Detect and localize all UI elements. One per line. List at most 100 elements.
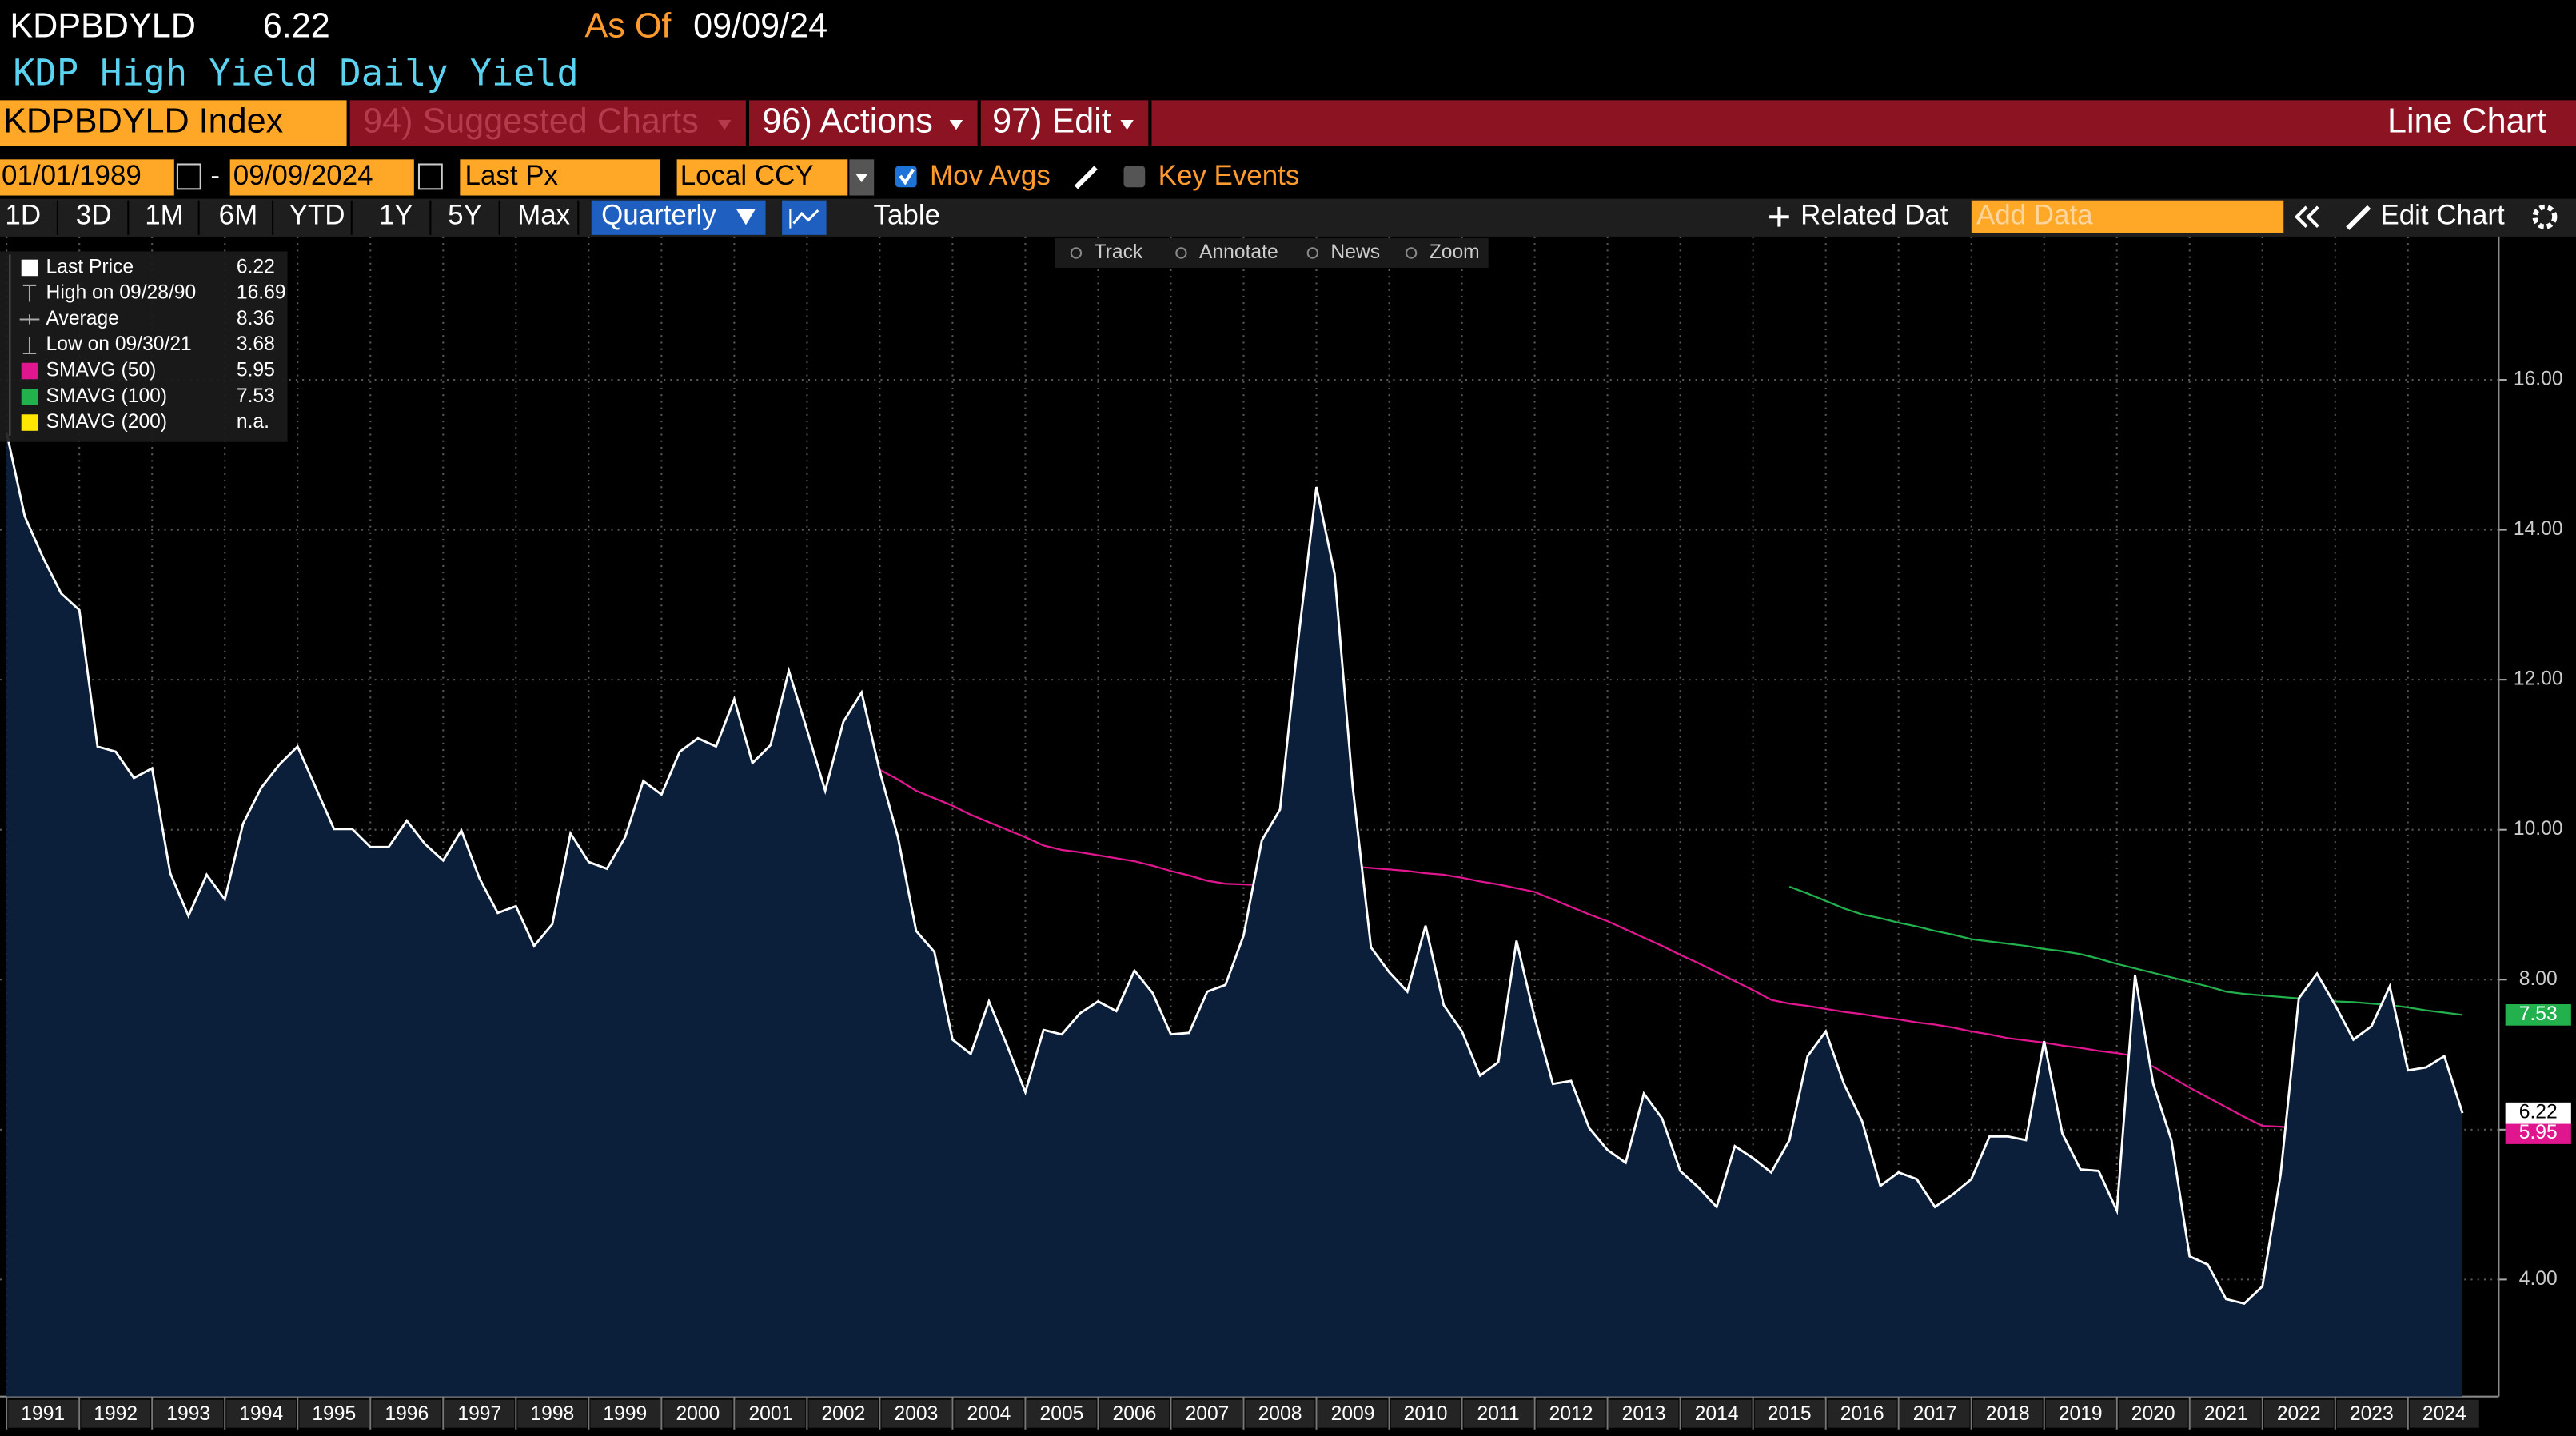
y-tick-label: 12.00 xyxy=(2514,668,2563,690)
plot-area xyxy=(5,432,2464,1397)
legend-label: SMAVG (50) xyxy=(46,360,157,381)
period-button[interactable]: 6M xyxy=(219,199,258,230)
start-date[interactable]: 01/01/1989 xyxy=(2,160,142,191)
x-tick-cell xyxy=(954,1399,1024,1428)
x-tick-cell xyxy=(1609,1399,1679,1428)
x-tick-cell xyxy=(2409,1399,2479,1428)
frequency[interactable]: Quarterly xyxy=(601,199,716,230)
end-date[interactable]: 09/09/2024 xyxy=(233,160,373,191)
x-tick-label: 1997 xyxy=(457,1403,501,1425)
settings-icon[interactable] xyxy=(2532,204,2558,229)
add-data[interactable]: Add Data xyxy=(1976,199,2093,230)
period-button[interactable]: 5Y xyxy=(448,199,482,230)
key-events-checkbox[interactable] xyxy=(1123,166,1146,188)
x-tick-label: 2019 xyxy=(2059,1403,2103,1425)
last-value-box xyxy=(2505,1003,2571,1026)
x-tick-cell xyxy=(1245,1399,1315,1428)
x-tick-label: 2016 xyxy=(1840,1403,1884,1425)
x-tick-cell xyxy=(2045,1399,2115,1428)
tool-button[interactable]: Zoom xyxy=(1430,241,1480,263)
tool-button[interactable]: Track xyxy=(1095,241,1143,263)
x-tick-cell xyxy=(1900,1399,1970,1428)
edit-menu[interactable]: 97) Edit xyxy=(992,102,1111,141)
add-data-box[interactable] xyxy=(1971,200,2284,233)
field-box[interactable] xyxy=(460,159,661,196)
collapse-icon[interactable] xyxy=(2294,205,2319,229)
tool-button[interactable]: Annotate xyxy=(1199,241,1278,263)
x-tick-label: 2018 xyxy=(1986,1403,2030,1425)
series-line xyxy=(879,768,2463,1135)
last-value-label: 7.53 xyxy=(2519,1003,2558,1025)
tool-icon xyxy=(1070,247,1083,259)
pencil-icon[interactable] xyxy=(1074,166,1098,189)
legend-value: 3.68 xyxy=(237,333,275,355)
legend-swatch xyxy=(21,414,38,431)
table-button[interactable]: Table xyxy=(874,199,940,230)
x-tick-label: 2024 xyxy=(2422,1403,2466,1425)
x-tick-cell xyxy=(1027,1399,1097,1428)
x-tick-cell xyxy=(2191,1399,2261,1428)
x-tick-label: 2002 xyxy=(821,1403,865,1425)
key-events[interactable]: Key Events xyxy=(1158,160,1300,191)
calendar-icon[interactable] xyxy=(176,163,201,190)
related-data[interactable]: Related Dat xyxy=(1800,199,1948,230)
suggested-charts[interactable]: 94) Suggested Charts xyxy=(363,102,699,141)
x-tick-label: 1999 xyxy=(603,1403,647,1425)
x-tick-label: 2006 xyxy=(1113,1403,1157,1425)
x-tick-label: 1993 xyxy=(166,1403,210,1425)
actions-menu[interactable]: 96) Actions xyxy=(762,102,932,141)
period-button[interactable]: Max xyxy=(517,199,571,230)
period-button[interactable]: 1Y xyxy=(379,199,413,230)
x-tick-label: 1995 xyxy=(312,1403,356,1425)
date-dash: - xyxy=(210,160,220,191)
x-tick-label: 1996 xyxy=(385,1403,429,1425)
period-button[interactable]: 3D xyxy=(76,199,112,230)
x-tick-cell xyxy=(1827,1399,1897,1428)
last-value-box xyxy=(2505,1123,2571,1144)
field[interactable]: Last Px xyxy=(465,160,559,191)
legend-label: SMAVG (100) xyxy=(46,385,168,407)
mov-avgs[interactable]: Mov Avgs xyxy=(930,160,1051,191)
y-tick-label: 14.00 xyxy=(2514,518,2563,540)
end-date-box[interactable] xyxy=(229,159,414,196)
last-value-box xyxy=(2505,1102,2571,1124)
period-button[interactable]: 1M xyxy=(145,199,184,230)
last-value-label: 5.95 xyxy=(2519,1122,2558,1143)
frequency-button[interactable] xyxy=(591,200,766,235)
calendar-icon[interactable] xyxy=(417,163,443,190)
x-tick-cell xyxy=(663,1399,733,1428)
period-button[interactable]: YTD xyxy=(289,199,345,230)
y-tick-label: 8.00 xyxy=(2519,968,2558,990)
start-date-box[interactable] xyxy=(0,159,174,196)
area-fill xyxy=(6,432,2463,1397)
period-button[interactable]: 1D xyxy=(5,199,41,230)
edit-chart[interactable]: Edit Chart xyxy=(2380,199,2505,230)
x-tick-label: 2023 xyxy=(2350,1403,2394,1425)
tool-icon xyxy=(1405,247,1418,259)
chart-type[interactable]: Line Chart xyxy=(2387,102,2546,141)
legend-swatch xyxy=(21,362,38,380)
x-tick-label: 1991 xyxy=(21,1403,65,1425)
x-tick-label: 1992 xyxy=(94,1403,138,1425)
security-field[interactable]: KDPBDYLD Index xyxy=(3,102,283,141)
x-tick-cell xyxy=(2263,1399,2334,1428)
x-tick-cell xyxy=(736,1399,806,1428)
legend-icon xyxy=(22,284,37,302)
legend-label: Last Price xyxy=(46,256,134,277)
x-tick-cell xyxy=(154,1399,224,1428)
dropdown-arrow xyxy=(736,208,756,225)
x-tick-cell xyxy=(299,1399,369,1428)
plus-icon xyxy=(1769,206,1789,227)
currency-box[interactable] xyxy=(676,159,848,196)
currency[interactable]: Local CCY xyxy=(680,160,814,191)
security-name: KDP High Yield Daily Yield xyxy=(13,52,578,94)
tool-icon xyxy=(1306,247,1319,259)
security-box[interactable] xyxy=(0,100,347,146)
tool-button[interactable]: News xyxy=(1330,241,1380,263)
x-tick-label: 2022 xyxy=(2277,1403,2321,1425)
legend-value: 7.53 xyxy=(237,385,275,407)
x-tick-label: 2014 xyxy=(1695,1403,1739,1425)
x-tick-label: 1998 xyxy=(530,1403,574,1425)
legend-icon xyxy=(22,337,37,355)
